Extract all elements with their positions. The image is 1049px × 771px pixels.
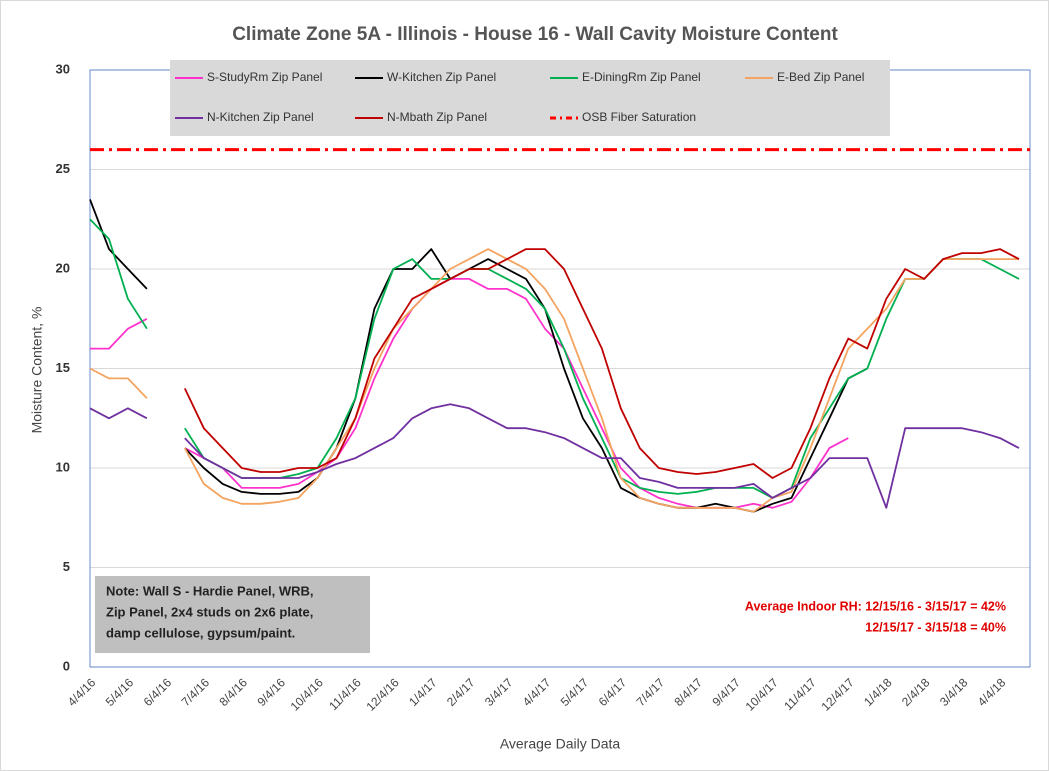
rh-text: Average Indoor RH: 12/15/16 - 3/15/17 = … xyxy=(745,599,1006,613)
y-tick-label: 30 xyxy=(56,61,70,76)
note-text: damp cellulose, gypsum/paint. xyxy=(106,625,295,640)
series-line xyxy=(184,403,1020,509)
legend-label: W-Kitchen Zip Panel xyxy=(387,70,496,84)
series-line xyxy=(184,258,1020,499)
series-line xyxy=(89,367,148,399)
legend-label: OSB Fiber Saturation xyxy=(582,110,696,124)
y-tick-label: 20 xyxy=(56,260,70,275)
y-tick-label: 15 xyxy=(56,360,70,375)
y-tick-label: 5 xyxy=(63,559,70,574)
series-line xyxy=(89,407,148,420)
series-line xyxy=(184,278,849,509)
y-tick-label: 0 xyxy=(63,658,70,673)
series-line xyxy=(183,248,1020,479)
legend-label: E-Bed Zip Panel xyxy=(777,70,864,84)
rh-text: 12/15/17 - 3/15/18 = 40% xyxy=(865,620,1006,634)
x-axis-title: Average Daily Data xyxy=(500,736,621,752)
note-text: Note: Wall S - Hardie Panel, WRB, xyxy=(106,583,314,598)
series-line xyxy=(89,199,148,290)
note-box xyxy=(95,576,370,653)
legend-label: S-StudyRm Zip Panel xyxy=(207,70,322,84)
series-line xyxy=(90,318,148,350)
legend-label: N-Mbath Zip Panel xyxy=(387,110,487,124)
y-tick-label: 25 xyxy=(56,161,70,176)
note-text: Zip Panel, 2x4 studs on 2x6 plate, xyxy=(106,604,313,619)
chart-title: Climate Zone 5A - Illinois - House 16 - … xyxy=(232,24,838,45)
series-line xyxy=(89,218,148,330)
legend-label: E-DiningRm Zip Panel xyxy=(582,70,701,84)
legend-box xyxy=(170,60,890,136)
y-tick-label: 10 xyxy=(56,459,70,474)
y-axis-title: Moisture Content, % xyxy=(29,307,45,434)
legend-label: N-Kitchen Zip Panel xyxy=(207,110,314,124)
